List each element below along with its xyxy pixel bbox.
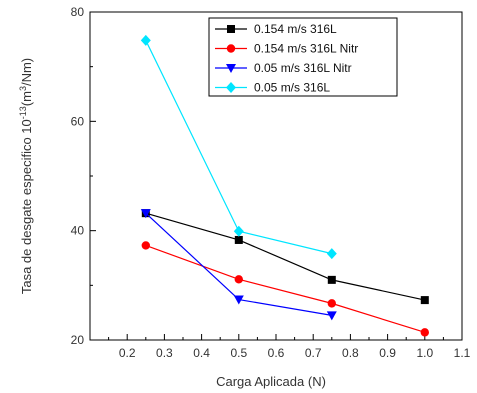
- legend-label-0-05-m-s-316l-nitr: 0.05 m/s 316L Nitr: [254, 61, 352, 75]
- x-tick-label: 0.7: [305, 346, 322, 360]
- y-axis-label: Tasa de desgate especifico 10-13(m3/Nm): [18, 58, 34, 294]
- series-group: [140, 34, 429, 337]
- y-axis-label-unit-close: /Nm): [19, 58, 34, 86]
- series-0-05-m-s-316l-nitr: [140, 209, 337, 321]
- y-axis-label-main: Tasa de desgate especifico 10: [19, 119, 34, 294]
- legend-label-0-154-m-s-316l-nitr: 0.154 m/s 316L Nitr: [254, 42, 358, 56]
- data-point-0-05-m-s-316l: [326, 248, 337, 260]
- series-0-154-m-s-316l-nitr: [141, 241, 429, 337]
- data-point-0-154-m-s-316l: [234, 235, 243, 244]
- series-0-154-m-s-316l: [141, 209, 429, 305]
- data-point-0-154-m-s-316l-nitr: [234, 275, 243, 284]
- y-tick-label: 60: [71, 114, 85, 128]
- data-point-0-154-m-s-316l-nitr: [141, 241, 150, 250]
- x-tick-label: 0.2: [119, 346, 136, 360]
- data-point-0-154-m-s-316l: [420, 296, 429, 305]
- y-tick-label: 20: [71, 333, 85, 347]
- data-point-0-05-m-s-316l: [233, 225, 244, 237]
- legend-marker-0-05-m-s-316l: [226, 82, 236, 93]
- data-point-0-05-m-s-316l-nitr: [233, 295, 244, 305]
- data-point-0-05-m-s-316l: [140, 34, 151, 46]
- legend-box: [208, 17, 398, 97]
- series-line-0-154-m-s-316l: [145, 212, 425, 301]
- data-point-0-154-m-s-316l-nitr: [327, 299, 336, 308]
- legend-marker-0-154-m-s-316l-nitr: [226, 44, 236, 53]
- tick-labels: 0.2 0.3 0.4 0.5 0.6 0.7 0.8 0.9 1.0 1.1 20 40 60 80: [71, 5, 471, 360]
- plot-frame: [89, 11, 463, 341]
- data-point-0-05-m-s-316l-nitr: [140, 209, 151, 219]
- x-tick-label: 0.8: [342, 346, 359, 360]
- y-tick-label: 40: [71, 224, 85, 238]
- y-axis-label-exponent: -13: [18, 106, 28, 119]
- x-tick-label: 1.1: [454, 346, 471, 360]
- y-axis-label-unit-open: (m: [19, 91, 34, 106]
- data-point-0-154-m-s-316l: [327, 275, 336, 284]
- legend-label-0-154-m-s-316l: 0.154 m/s 316L: [254, 22, 337, 36]
- y-tick-label: 80: [71, 5, 85, 19]
- data-point-0-154-m-s-316l-nitr: [420, 328, 429, 337]
- x-tick-label: 0.3: [156, 346, 173, 360]
- x-tick-label: 0.5: [230, 346, 247, 360]
- x-tick-label: 0.4: [193, 346, 210, 360]
- series-line-0-154-m-s-316l-nitr: [145, 244, 425, 333]
- legend-label-0-05-m-s-316l: 0.05 m/s 316L: [254, 81, 330, 95]
- x-axis-label: Carga Aplicada (N): [216, 374, 326, 389]
- legend: 0.154 m/s 316L 0.154 m/s 316L Nitr 0.05 m/…: [208, 17, 398, 97]
- x-tick-label: 1.0: [416, 346, 433, 360]
- x-tick-label: 0.9: [379, 346, 396, 360]
- legend-marker-0-05-m-s-316l-nitr: [226, 64, 236, 73]
- data-point-0-05-m-s-316l-nitr: [326, 311, 337, 321]
- x-tick-label: 0.6: [268, 346, 285, 360]
- y-axis-label-unit-exponent: 3: [18, 86, 28, 91]
- series-0-05-m-s-316l: [140, 34, 337, 260]
- legend-marker-0-154-m-s-316l: [227, 25, 235, 33]
